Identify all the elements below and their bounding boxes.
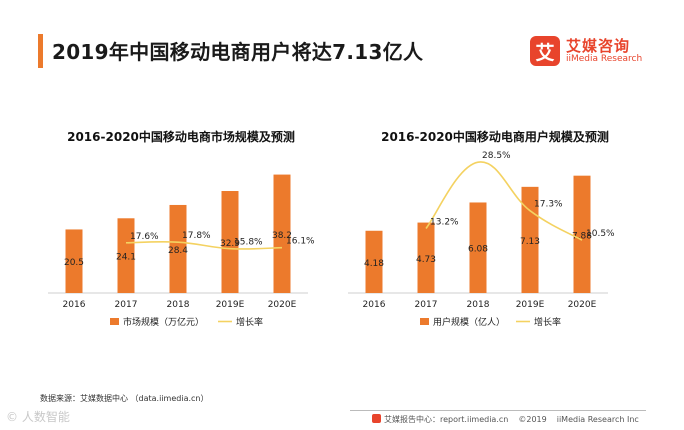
- chart-2-bar: [573, 175, 591, 293]
- chart-1-tick-label: 2017: [115, 300, 138, 310]
- chart-1-bar-label: 38.2: [272, 231, 292, 241]
- chart-2-legend-line-label: 增长率: [534, 316, 561, 328]
- chart-1-legend-bar-label: 市场规模（万亿元）: [123, 316, 204, 328]
- chart-2-tick-label: 2016: [363, 300, 386, 310]
- chart-1-tick-label: 2020E: [268, 300, 297, 310]
- logo-icon: 艾: [530, 36, 560, 66]
- chart-1-line-label: 17.8%: [182, 231, 211, 241]
- chart-2-bar-label: 7.13: [520, 237, 540, 247]
- chart-1-tick-label: 2019E: [216, 300, 245, 310]
- chart-2-tick-label: 2020E: [568, 300, 597, 310]
- chart-2-growth-line: [425, 161, 583, 241]
- chart-2-bar-label: 7.88: [572, 231, 592, 241]
- watermark: © 人数智能: [6, 410, 70, 424]
- chart-1-bar: [117, 218, 135, 293]
- chart-2-bar-label: 6.08: [468, 245, 488, 255]
- chart-2-bar: [469, 202, 487, 293]
- footer: 艾媒报告中心：report.iimedia.cn ©2019 iiMedia Res…: [372, 414, 639, 425]
- chart-2-legend-bar-label: 用户规模（亿人）: [433, 316, 505, 328]
- chart-2-bar-label: 4.18: [364, 259, 384, 269]
- footer-copyright: ©2019: [518, 415, 547, 424]
- chart-1-tick-label: 2016: [63, 300, 86, 310]
- chart-2-bar-label: 4.73: [416, 255, 436, 265]
- footer-company: iiMedia Research Inc: [556, 415, 639, 424]
- footer-divider: [350, 410, 646, 411]
- chart-1-legend-bar-swatch: [110, 318, 119, 325]
- chart-2-line-label: 28.5%: [482, 151, 511, 161]
- chart-1-bar-label: 20.5: [64, 258, 84, 268]
- chart-2-line-label: 17.3%: [534, 200, 563, 210]
- page-title: 2019年中国移动电商用户将达7.13亿人: [52, 40, 424, 64]
- chart-2-line-label: 13.2%: [430, 217, 459, 227]
- chart-1-bar: [273, 174, 291, 293]
- title-accent-bar: [38, 34, 43, 68]
- chart-1-bar-label: 28.4: [168, 246, 188, 256]
- chart-2-legend-bar-swatch: [420, 318, 429, 325]
- data-source-note: 数据来源：艾媒数据中心 （data.iimedia.cn）: [40, 394, 209, 403]
- logo-name-cn: 艾媒咨询: [566, 37, 631, 55]
- chart-1-legend-line-label: 增长率: [236, 316, 263, 328]
- chart-1-bar-label: 32.9: [220, 239, 240, 249]
- footer-report-center[interactable]: 艾媒报告中心：report.iimedia.cn: [384, 415, 509, 424]
- chart-1-tick-label: 2018: [167, 300, 190, 310]
- chart-2-tick-label: 2017: [415, 300, 438, 310]
- chart-1-bar: [169, 204, 187, 293]
- chart-1-growth-line: [125, 240, 283, 250]
- chart-1-line-label: 17.6%: [130, 232, 159, 242]
- chart-1-bar: [221, 191, 239, 293]
- chart-2-bar: [417, 222, 435, 293]
- chart-2-bar: [365, 230, 383, 293]
- chart-1-title: 2016-2020中国移动电商市场规模及预测: [67, 130, 295, 144]
- chart-1-bar-label: 24.1: [116, 253, 136, 263]
- chart-2-tick-label: 2019E: [516, 300, 545, 310]
- chart-1-line-label: 16.1%: [286, 237, 315, 247]
- chart-2-title: 2016-2020中国移动电商用户规模及预测: [381, 130, 609, 144]
- brand-logo: 艾 艾媒咨询 iiMedia Research: [530, 36, 650, 70]
- chart-2-line-label: 10.5%: [586, 229, 615, 239]
- report-center-icon: [372, 414, 381, 423]
- chart-1-bar: [65, 229, 83, 293]
- logo-name-en: iiMedia Research: [566, 54, 643, 64]
- chart-2-tick-label: 2018: [467, 300, 490, 310]
- chart-1-line-label: 15.8%: [234, 238, 263, 248]
